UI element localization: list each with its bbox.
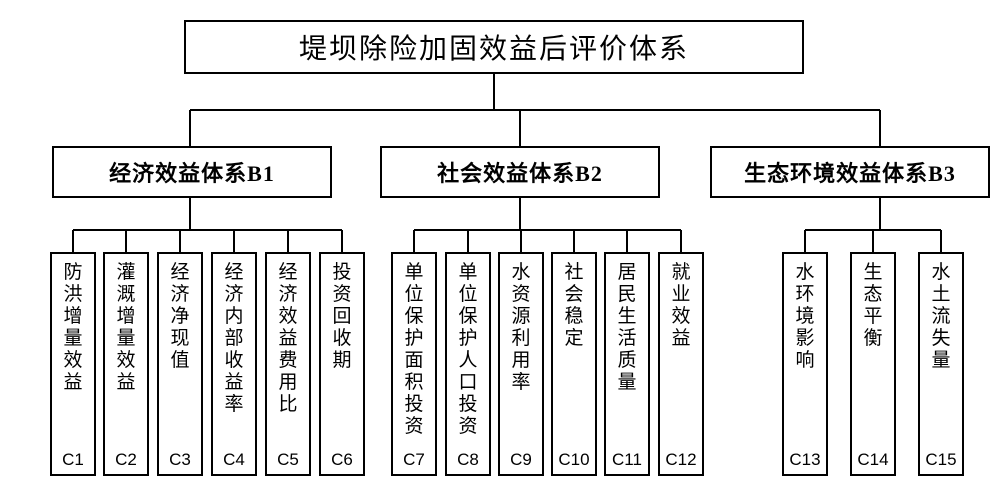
- leaf-code-c14: C14: [852, 450, 894, 470]
- leaf-code-c8: C8: [447, 450, 489, 470]
- leaf-code-c4: C4: [213, 450, 255, 470]
- leaf-code-c15: C15: [920, 450, 962, 470]
- leaf-code-c10: C10: [553, 450, 595, 470]
- leaf-node-c5: 经济效益费用比 C5: [265, 252, 311, 476]
- root-title: 堤坝除险加固效益后评价体系: [299, 27, 689, 67]
- leaf-label-c12: 就业效益: [660, 262, 702, 350]
- root-node: 堤坝除险加固效益后评价体系: [184, 20, 804, 74]
- leaf-label-c11: 居民生活质量: [606, 262, 648, 394]
- leaf-node-c4: 经济内部收益率 C4: [211, 252, 257, 476]
- leaf-label-c5: 经济效益费用比: [267, 262, 309, 416]
- leaf-label-c4: 经济内部收益率: [213, 262, 255, 416]
- leaf-label-c13: 水环境影响: [784, 262, 826, 372]
- mid-node-b3: 生态环境效益体系B3: [710, 146, 990, 198]
- leaf-node-c10: 社会稳定 C10: [551, 252, 597, 476]
- mid-node-b2: 社会效益体系B2: [380, 146, 660, 198]
- leaf-node-c3: 经济净现值 C3: [157, 252, 203, 476]
- leaf-code-c12: C12: [660, 450, 702, 470]
- leaf-code-c6: C6: [321, 450, 363, 470]
- mid-label-b3: 生态环境效益体系B3: [744, 156, 956, 188]
- leaf-label-c3: 经济净现值: [159, 262, 201, 372]
- leaf-code-c2: C2: [105, 450, 147, 470]
- leaf-code-c5: C5: [267, 450, 309, 470]
- leaf-label-c7: 单位保护面积投资: [393, 262, 435, 438]
- leaf-code-c7: C7: [393, 450, 435, 470]
- leaf-node-c12: 就业效益 C12: [658, 252, 704, 476]
- leaf-label-c9: 水资源利用率: [500, 262, 542, 394]
- mid-label-b1: 经济效益体系B1: [109, 156, 275, 188]
- leaf-node-c9: 水资源利用率 C9: [498, 252, 544, 476]
- leaf-label-c14: 生态平衡: [852, 262, 894, 350]
- leaf-node-c7: 单位保护面积投资 C7: [391, 252, 437, 476]
- leaf-label-c6: 投资回收期: [321, 262, 363, 372]
- leaf-code-c13: C13: [784, 450, 826, 470]
- leaf-code-c1: C1: [52, 450, 94, 470]
- leaf-node-c11: 居民生活质量 C11: [604, 252, 650, 476]
- leaf-label-c10: 社会稳定: [553, 262, 595, 350]
- leaf-node-c6: 投资回收期 C6: [319, 252, 365, 476]
- mid-label-b2: 社会效益体系B2: [437, 156, 603, 188]
- leaf-code-c11: C11: [606, 450, 648, 470]
- leaf-label-c2: 灌溉增量效益: [105, 262, 147, 394]
- leaf-node-c15: 水土流失量 C15: [918, 252, 964, 476]
- leaf-node-c1: 防洪增量效益 C1: [50, 252, 96, 476]
- leaf-code-c3: C3: [159, 450, 201, 470]
- mid-node-b1: 经济效益体系B1: [52, 146, 332, 198]
- leaf-label-c8: 单位保护人口投资: [447, 262, 489, 438]
- leaf-node-c13: 水环境影响 C13: [782, 252, 828, 476]
- leaf-node-c14: 生态平衡 C14: [850, 252, 896, 476]
- leaf-label-c1: 防洪增量效益: [52, 262, 94, 394]
- leaf-code-c9: C9: [500, 450, 542, 470]
- leaf-node-c2: 灌溉增量效益 C2: [103, 252, 149, 476]
- leaf-label-c15: 水土流失量: [920, 262, 962, 372]
- leaf-node-c8: 单位保护人口投资 C8: [445, 252, 491, 476]
